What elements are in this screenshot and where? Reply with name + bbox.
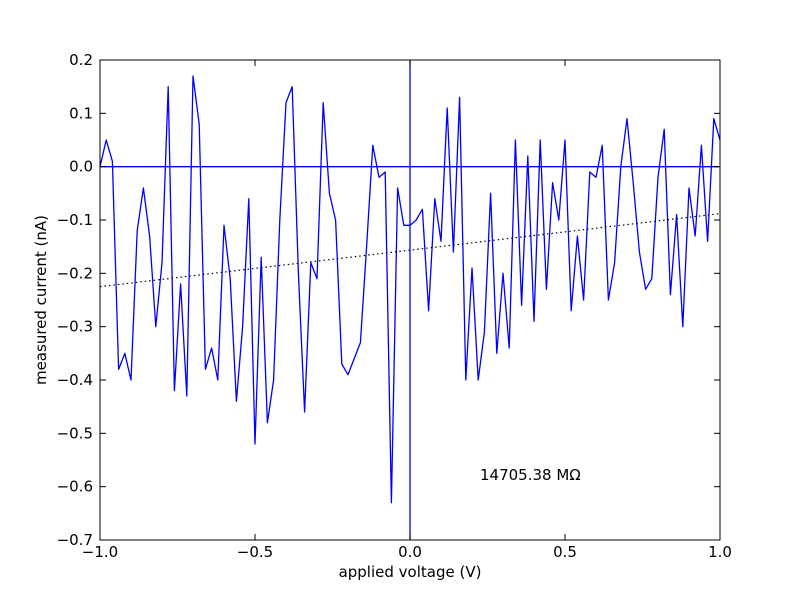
x-tick-label: −0.5	[237, 543, 273, 561]
y-tick-label: −0.2	[57, 264, 93, 282]
y-tick-label: −0.6	[57, 478, 93, 496]
x-tick-label: 0.0	[398, 543, 422, 561]
x-tick-label: 1.0	[708, 543, 732, 561]
y-tick-label: −0.3	[57, 318, 93, 336]
y-tick-label: −0.4	[57, 371, 93, 389]
fit-line	[99, 213, 721, 288]
y-tick-label: 0.0	[69, 158, 93, 176]
x-tick-label: 0.5	[553, 543, 577, 561]
y-axis-ticks: 0.2 0.1 0.0 −0.1 −0.2 −0.3 −0.4 −0.5 −0.6 −0.7	[57, 51, 720, 549]
y-tick-label: −0.5	[57, 424, 93, 442]
x-axis-ticks: −1.0 −0.5 0.0 0.5 1.0	[82, 60, 732, 561]
y-tick-label: 0.2	[69, 51, 93, 69]
x-tick-label: −1.0	[82, 543, 118, 561]
y-tick-label: −0.7	[57, 531, 93, 549]
x-axis-label: applied voltage (V)	[339, 563, 482, 581]
y-axis-label: measured current (nA)	[32, 215, 50, 385]
resistance-annotation: 14705.38 MΩ	[480, 466, 581, 484]
reference-lines	[100, 60, 720, 540]
y-tick-label: −0.1	[57, 211, 93, 229]
y-tick-label: 0.1	[69, 104, 93, 122]
